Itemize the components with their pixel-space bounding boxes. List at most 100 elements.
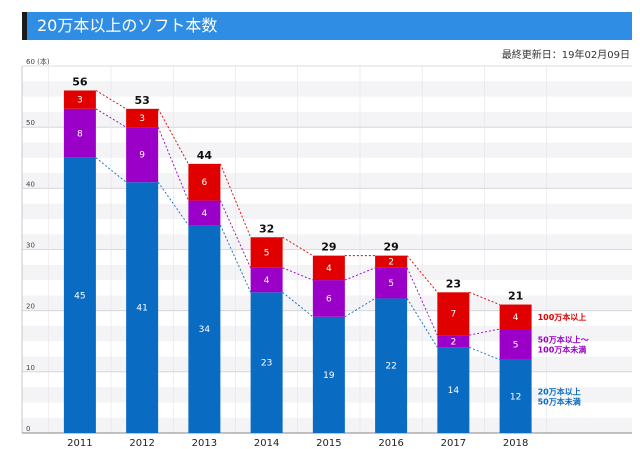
y-tick-label: 20	[26, 303, 35, 311]
bar-segment	[250, 267, 283, 293]
series-connector	[406, 298, 438, 348]
series-connector	[469, 328, 500, 336]
grid-band	[22, 142, 632, 158]
segment-value-label: 5	[388, 279, 394, 289]
segment-value-label: 22	[385, 362, 396, 372]
segment-value-label: 19	[323, 371, 335, 381]
segment-value-label: 3	[77, 96, 83, 106]
bar-segment	[437, 292, 470, 336]
y-tick-label: 0	[26, 425, 30, 433]
segment-value-label: 41	[136, 304, 147, 314]
bar-segment	[188, 225, 221, 433]
segment-value-label: 4	[513, 313, 519, 323]
segment-value-label: 5	[264, 249, 270, 259]
bar-segment	[188, 163, 221, 201]
total-label: 53	[134, 94, 149, 107]
segment-value-label: 4	[202, 209, 208, 219]
x-tick-label: 2011	[67, 438, 92, 449]
series-connector	[95, 108, 127, 128]
bar-segment	[188, 200, 221, 226]
bar-segment	[312, 255, 345, 281]
x-tick-label: 2015	[316, 438, 341, 449]
bar-segment	[250, 292, 283, 433]
grid-band	[22, 203, 632, 219]
series-connector	[157, 181, 189, 226]
x-tick-label: 2017	[441, 438, 466, 449]
x-tick-label: 2012	[129, 438, 154, 449]
segment-value-label: 34	[199, 325, 211, 335]
legend-label: 50万本以上～	[538, 334, 589, 344]
grid-band	[22, 127, 632, 143]
segment-value-label: 7	[450, 310, 456, 320]
bar-segment	[375, 298, 408, 433]
segment-value-label: 12	[510, 392, 521, 402]
series-connector	[469, 291, 500, 305]
bar-segment	[437, 347, 470, 433]
series-connector	[95, 90, 127, 110]
legend-label: 100万本以上	[538, 312, 587, 322]
legend-label: 100万本未満	[538, 344, 587, 354]
segment-value-label: 9	[139, 151, 145, 161]
segment-value-label: 2	[388, 258, 394, 268]
segment-value-label: 4	[264, 276, 270, 286]
series-connector	[344, 267, 376, 281]
total-label: 29	[321, 241, 336, 254]
bar-segment	[63, 157, 96, 433]
total-label: 56	[72, 75, 88, 88]
segment-value-label: 4	[326, 264, 332, 274]
legend-label: 20万本以上	[538, 386, 581, 396]
grid-band	[22, 234, 632, 250]
series-connector	[282, 236, 314, 257]
series-connector	[406, 267, 438, 336]
y-tick-label: 60 (本)	[26, 57, 50, 66]
grid-band	[22, 173, 632, 189]
bar-segment	[375, 267, 408, 299]
series-connector	[157, 126, 189, 201]
series-connector	[219, 163, 252, 238]
total-label: 29	[383, 241, 398, 254]
y-tick-label: 50	[26, 119, 35, 127]
x-tick-label: 2014	[254, 438, 279, 449]
segment-value-label: 45	[74, 291, 85, 301]
bar-segment	[126, 182, 159, 433]
series-connector	[95, 157, 127, 183]
grid-band	[22, 218, 632, 235]
series-connector	[219, 200, 252, 269]
total-label: 23	[446, 277, 461, 290]
total-label: 44	[197, 149, 213, 162]
grid-band	[22, 188, 632, 204]
series-connector	[469, 346, 500, 361]
total-label: 21	[508, 290, 523, 303]
bar-segment	[126, 108, 159, 128]
chart-header: 20万本以上のソフト本数	[22, 12, 632, 40]
y-tick-label: 40	[26, 180, 35, 188]
segment-value-label: 6	[326, 294, 332, 304]
bar-segment	[499, 329, 532, 360]
x-tick-label: 2013	[192, 438, 217, 449]
grid-band	[22, 96, 632, 112]
total-label: 32	[259, 222, 274, 235]
x-tick-label: 2016	[378, 438, 403, 449]
grid-band	[22, 157, 632, 174]
last-updated: 最終更新日：19年02月09日	[501, 50, 630, 61]
bar-segment	[126, 127, 159, 183]
y-tick-label: 30	[26, 242, 35, 250]
bar-segment	[499, 359, 532, 433]
bar-segment	[375, 255, 408, 268]
segment-value-label: 3	[139, 114, 145, 124]
legend-label: 50万本未満	[538, 396, 581, 406]
x-tick-label: 2018	[503, 438, 528, 449]
series-connector	[282, 291, 314, 318]
bar-segment	[437, 335, 470, 348]
bar-segment	[63, 90, 96, 109]
grid-band	[22, 66, 632, 82]
bar-segment	[63, 108, 96, 158]
y-tick-label: 10	[26, 364, 35, 372]
segment-value-label: 23	[261, 359, 272, 369]
bar-segment	[312, 316, 345, 433]
series-connector	[157, 108, 189, 165]
grid-band	[22, 111, 632, 128]
chart-title: 20万本以上のソフト本数	[37, 16, 218, 35]
segment-value-label: 8	[77, 129, 83, 139]
